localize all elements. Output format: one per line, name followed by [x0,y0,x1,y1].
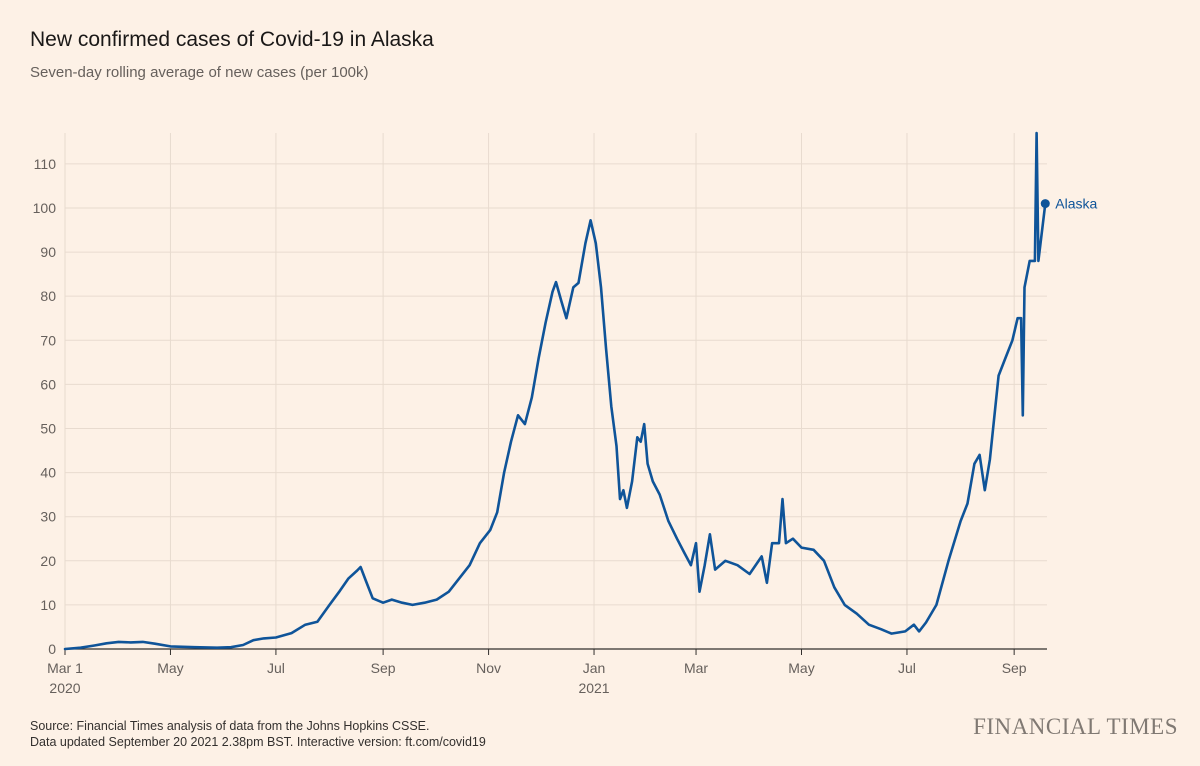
x-tick-label: Jul [898,660,916,676]
x-tick-year-label: 2020 [49,680,80,696]
x-tick-label: Nov [476,660,501,676]
line-chart: 0 10 20 30 40 50 60 70 80 90 100 110 Mar 1 2020 May Jul… [33,131,1098,696]
ft-logo: FINANCIAL TIMES [973,714,1178,739]
chart-title: New confirmed cases of Covid-19 in Alask… [30,28,434,51]
series-label-alaska: Alaska [1055,196,1097,212]
source-line-1: Source: Financial Times analysis of data… [30,719,430,733]
x-tick-label: Jul [267,660,285,676]
x-tick-label: May [788,660,814,676]
y-tick-label: 110 [34,156,57,172]
source-note: Source: Financial Times analysis of data… [30,718,486,750]
y-tick-label: 20 [40,553,56,569]
x-tick-label: Mar 1 [47,660,83,676]
series-layer: Alaska [63,131,1098,651]
grid-layer [64,133,1047,649]
x-tick-label: Jan [583,660,606,676]
y-tick-label: 80 [40,288,56,304]
y-tick-label: 60 [40,376,56,392]
x-tick-label: Mar [684,660,708,676]
y-tick-label: 10 [40,597,56,613]
y-tick-label: 70 [40,332,56,348]
chart-subtitle: Seven-day rolling average of new cases (… [30,64,369,81]
y-tick-label: 90 [40,244,56,260]
y-tick-label: 50 [40,420,56,436]
x-tick-label: Sep [1002,660,1027,676]
y-tick-label: 100 [33,200,57,216]
x-tick-label: May [157,660,183,676]
series-line-alaska [63,131,1047,651]
source-line-2: Data updated September 20 2021 2.38pm BS… [30,735,486,749]
series-end-marker [1040,199,1050,209]
x-tick-label: Sep [371,660,396,676]
y-tick-label: 0 [48,641,56,657]
y-tick-label: 30 [40,509,56,525]
y-tick-label: 40 [40,465,56,481]
x-tick-year-label: 2021 [578,680,609,696]
axis-layer: 0 10 20 30 40 50 60 70 80 90 100 110 Mar 1 2020 May Jul… [33,156,1047,696]
